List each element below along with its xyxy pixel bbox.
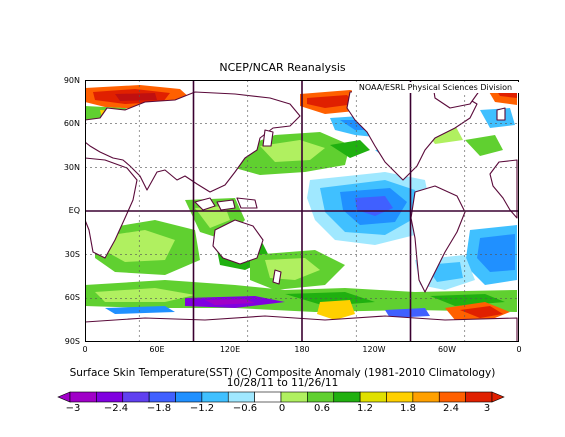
colorbar-label: −1.2 <box>189 403 215 414</box>
colorbar-cell <box>69 391 97 403</box>
lon-label: 180 <box>294 345 310 354</box>
africa <box>84 157 138 259</box>
lon-label: 0 <box>82 345 88 354</box>
south-america <box>410 185 466 293</box>
colorbar-label: −0.6 <box>232 403 258 414</box>
lat-label: 30N <box>63 163 80 172</box>
colorbar-label: −2.4 <box>103 403 129 414</box>
lat-label: 60N <box>63 119 80 128</box>
credit-label: NOAA/ESRL Physical Sciences Division <box>352 82 519 93</box>
lon-label: 120W <box>362 345 386 354</box>
africa-west <box>489 159 518 219</box>
map-frame <box>85 80 519 342</box>
lat-label: 60S <box>64 293 80 302</box>
colorbar-label: 0.6 <box>314 403 330 414</box>
colorbar-cell <box>148 391 176 403</box>
colorbar-label: 1.2 <box>357 403 373 414</box>
colorbar-label: 0 <box>278 403 286 414</box>
colorbar-cell <box>465 391 493 403</box>
colorbar-cell <box>175 391 203 403</box>
colorbar-cell <box>201 391 229 403</box>
lon-label: 0 <box>516 345 522 354</box>
colorbar-cell <box>254 391 282 403</box>
lat-label: 90N <box>63 76 80 85</box>
chart-title: NCEP/NCAR Reanalysis <box>219 61 346 74</box>
colorbar-cell <box>96 391 124 403</box>
colorbar-cell <box>438 391 466 403</box>
lon-label: 60W <box>437 345 457 354</box>
caption-line-1: Surface Skin Temperature(SST) (C) Compos… <box>69 367 496 379</box>
colorbar-cell <box>359 391 387 403</box>
colorbar-label: −3 <box>65 403 81 414</box>
colorbar-cell <box>307 391 335 403</box>
colorbar-cell <box>280 391 308 403</box>
colorbar-cell <box>386 391 414 403</box>
colorbar-label: 2.4 <box>443 403 459 414</box>
colorbar-arrow-low <box>57 391 71 403</box>
caption-line-2: 10/28/11 to 11/26/11 <box>226 377 339 389</box>
colorbar-label: 1.8 <box>400 403 416 414</box>
lat-label: EQ <box>68 206 80 215</box>
lat-label: 30S <box>64 250 80 259</box>
colorbar-cell <box>412 391 440 403</box>
australia <box>212 219 264 265</box>
colorbar-arrow-high <box>491 391 505 403</box>
antarctica <box>84 315 518 343</box>
dotted-grid <box>85 80 519 342</box>
eurasia <box>84 91 301 193</box>
colorbar-label: 3 <box>483 403 491 414</box>
colorbar-label: −1.8 <box>146 403 172 414</box>
lat-label: 90S <box>64 337 80 346</box>
colorbar-cell <box>122 391 150 403</box>
sst-anomaly-map <box>84 80 519 343</box>
colorbar-cell <box>227 391 255 403</box>
colorbar <box>57 391 505 403</box>
lon-label: 120E <box>219 345 241 354</box>
lon-label: 60E <box>149 345 165 354</box>
colorbar-cell <box>333 391 361 403</box>
